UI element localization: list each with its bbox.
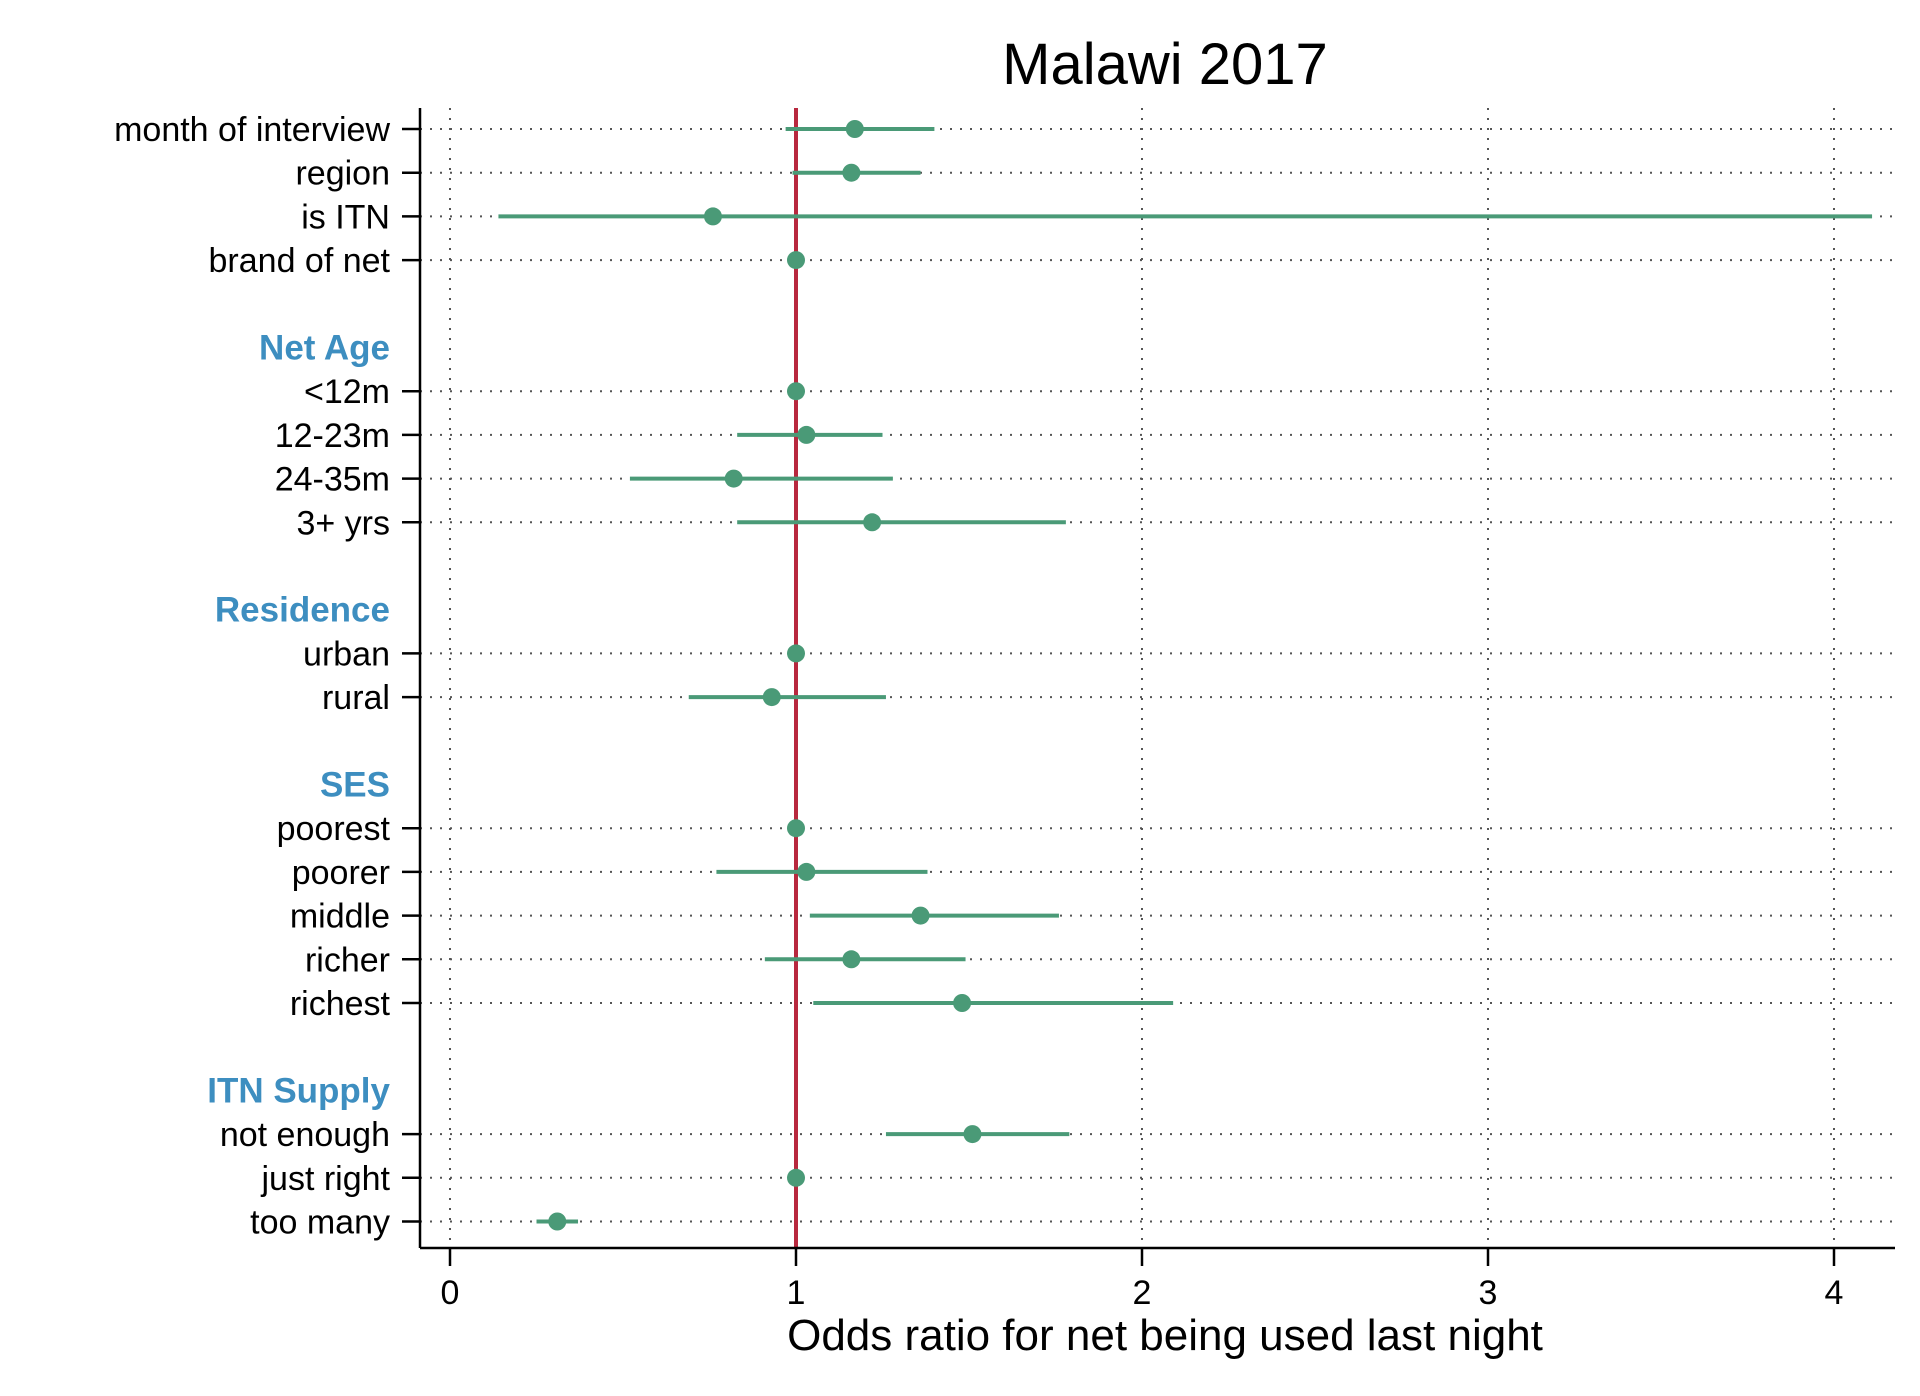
point-estimate [548, 1212, 567, 1231]
row-label: urban [303, 635, 390, 673]
point-estimate [703, 207, 722, 226]
x-tick-label: 3 [1479, 1274, 1498, 1312]
x-tick-label: 0 [441, 1274, 460, 1312]
point-estimate [787, 819, 805, 838]
row-label: is ITN [301, 198, 390, 236]
point-estimate [911, 906, 930, 925]
point-estimate [787, 382, 805, 401]
point-estimate [797, 425, 816, 444]
row-label: poorer [292, 854, 390, 892]
row-label: 12-23m [275, 417, 390, 455]
point-estimate [842, 950, 861, 969]
confidence-intervals [498, 120, 1873, 1231]
point-estimate [963, 1125, 982, 1144]
axes: 0 1 2 3 4 [402, 108, 1895, 1312]
row-label: richest [290, 985, 391, 1023]
point-estimate [842, 163, 861, 182]
group-label: ITN Supply [207, 1071, 390, 1110]
row-label: brand of net [209, 242, 391, 280]
group-label: SES [320, 766, 390, 805]
row-label: <12m [304, 373, 390, 411]
row-label: middle [290, 898, 390, 936]
point-estimate [787, 1168, 805, 1187]
row-label: poorest [277, 810, 391, 848]
row-label: too many [250, 1204, 390, 1242]
point-estimate [845, 120, 864, 138]
row-label: 3+ yrs [296, 504, 390, 542]
x-tick-label: 4 [1825, 1274, 1844, 1312]
point-estimate [724, 469, 743, 488]
point-estimate [863, 513, 882, 532]
point-estimate [787, 644, 805, 663]
point-estimate [762, 688, 781, 707]
row-label: not enough [220, 1116, 390, 1154]
row-label: richer [305, 941, 390, 979]
row-label: 24-35m [275, 461, 390, 499]
row-label: region [295, 155, 390, 193]
point-estimate [787, 251, 805, 270]
grid [420, 108, 1895, 1248]
group-label: Residence [215, 591, 390, 630]
group-label: Net Age [259, 329, 390, 368]
x-tick-label: 1 [787, 1274, 806, 1312]
point-estimate [953, 994, 972, 1012]
x-axis-title: Odds ratio for net being used last night [787, 1311, 1543, 1360]
row-label: rural [322, 679, 390, 717]
chart-title: Malawi 2017 [1002, 32, 1328, 97]
point-estimate [797, 862, 816, 881]
x-tick-label: 2 [1133, 1274, 1152, 1312]
row-label: just right [261, 1160, 391, 1198]
row-label: month of interview [114, 111, 390, 149]
row-labels: month of interview region is ITN brand of n… [114, 111, 390, 1242]
